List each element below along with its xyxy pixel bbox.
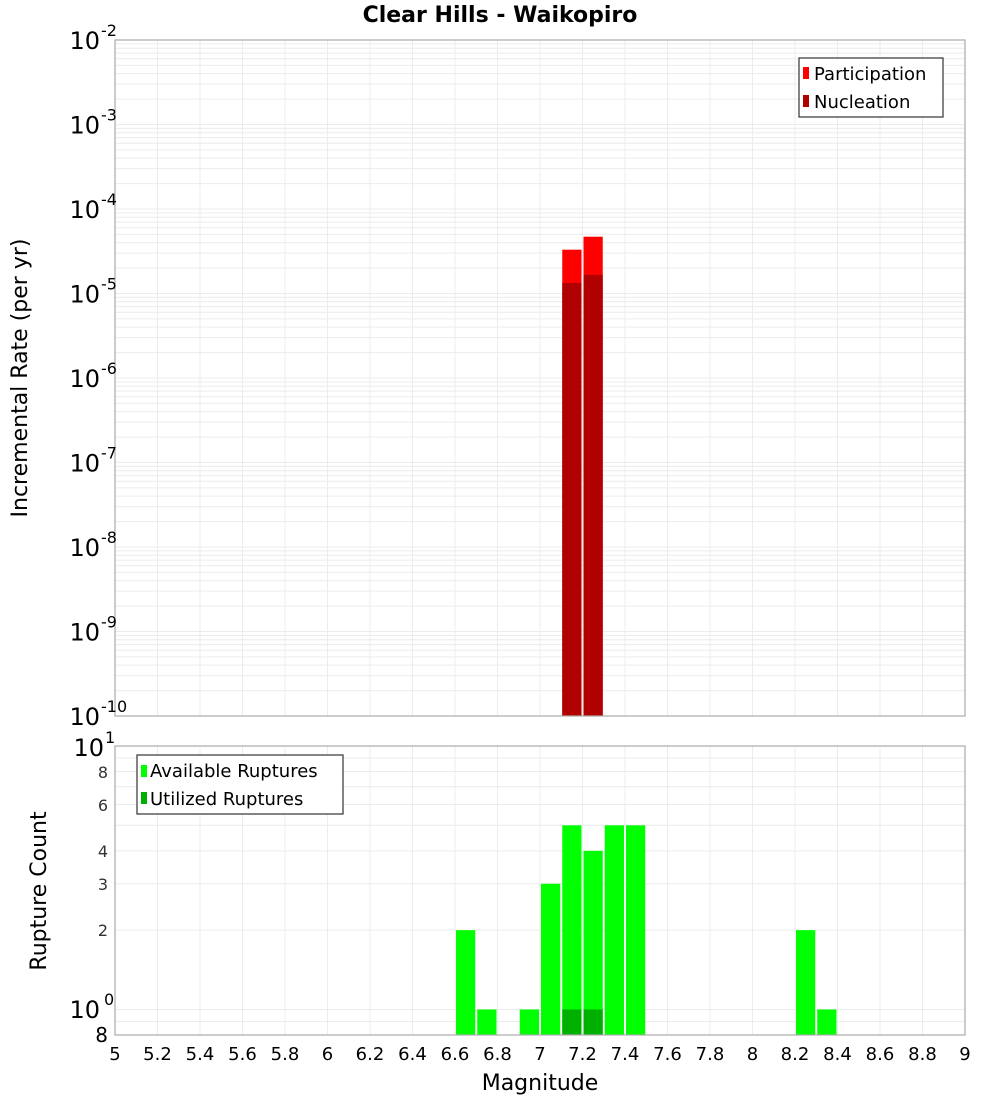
ytick-8-low: 8 <box>95 1023 108 1047</box>
ytick-4: 4 <box>98 842 108 861</box>
ytick-exponent: -7 <box>101 444 117 463</box>
ytick-10-1: 10 <box>73 734 104 762</box>
legend-participation: Participation <box>814 64 926 85</box>
xtick-label: 5.8 <box>271 1044 300 1065</box>
bar-available-ruptures <box>562 825 582 1035</box>
top-grid <box>114 40 966 717</box>
top-y-axis-label: Incremental Rate (per yr) <box>8 239 33 518</box>
xtick-label: 6 <box>322 1044 333 1065</box>
ytick-6: 6 <box>98 796 108 815</box>
xtick-label: 8.8 <box>908 1044 937 1065</box>
ytick-label: 10 <box>69 196 100 224</box>
utilized-swatch <box>141 792 147 804</box>
available-swatch <box>141 765 147 777</box>
xtick-label: 5.6 <box>228 1044 257 1065</box>
xtick-label: 6.2 <box>356 1044 385 1065</box>
ytick-exponent: -10 <box>101 697 127 716</box>
bottom-plot: 10 1 8 6 4 3 2 10 0 8 Rupture Count Avai… <box>27 728 966 1047</box>
ytick-label: 10 <box>69 365 100 393</box>
bottom-legend: Available Ruptures Utilized Ruptures <box>136 754 344 815</box>
ytick-exponent: -6 <box>101 359 117 378</box>
bar-available-ruptures <box>817 1009 837 1035</box>
bar-utilized-ruptures <box>562 1009 582 1035</box>
bottom-y-axis-ticks: 10 1 8 6 4 3 2 10 0 8 <box>69 728 115 1047</box>
xtick-label: 6.6 <box>441 1044 470 1065</box>
legend-nucleation: Nucleation <box>814 92 910 113</box>
ytick-3: 3 <box>98 875 108 894</box>
ytick-label: 10 <box>69 534 100 562</box>
xtick-label: 7 <box>534 1044 545 1065</box>
xtick-label: 7.6 <box>653 1044 682 1065</box>
ytick-exponent: -3 <box>101 106 117 125</box>
ytick-exponent: -9 <box>101 613 117 632</box>
ytick-10-1-exp: 1 <box>105 728 115 747</box>
bottom-y-axis-label: Rupture Count <box>27 811 52 971</box>
xtick-label: 8 <box>747 1044 758 1065</box>
xtick-label: 7.8 <box>696 1044 725 1065</box>
ytick-10-0-exp: 0 <box>104 990 114 1009</box>
top-plot: 10-210-310-410-510-610-710-810-910-10 In… <box>8 21 966 731</box>
chart-title: Clear Hills - Waikopiro <box>363 3 638 28</box>
bottom-bars <box>456 825 837 1035</box>
bar-nucleation <box>562 283 582 716</box>
xtick-label: 8.4 <box>823 1044 852 1065</box>
bar-available-ruptures <box>796 930 816 1035</box>
bar-available-ruptures <box>541 883 561 1035</box>
xtick-label: 9 <box>959 1044 970 1065</box>
ytick-label: 10 <box>69 27 100 55</box>
ytick-label: 10 <box>69 619 100 647</box>
ytick-exponent: -2 <box>101 21 117 40</box>
ytick-8: 8 <box>98 763 108 782</box>
xtick-label: 5.2 <box>143 1044 172 1065</box>
bar-available-ruptures <box>583 850 603 1035</box>
participation-swatch <box>803 67 809 79</box>
bar-available-ruptures <box>456 930 476 1035</box>
nucleation-swatch <box>803 95 809 107</box>
xtick-label: 5.4 <box>186 1044 215 1065</box>
ytick-exponent: -5 <box>101 275 117 294</box>
legend-utilized: Utilized Ruptures <box>150 789 303 810</box>
xtick-label: 7.2 <box>568 1044 597 1065</box>
ytick-2: 2 <box>98 921 108 940</box>
bar-available-ruptures <box>519 1009 539 1035</box>
ytick-label: 10 <box>69 112 100 140</box>
xtick-label: 5 <box>109 1044 120 1065</box>
top-y-axis-ticks: 10-210-310-410-510-610-710-810-910-10 <box>69 21 127 731</box>
xtick-label: 6.8 <box>483 1044 512 1065</box>
top-bars <box>562 236 603 716</box>
xtick-label: 8.2 <box>781 1044 810 1065</box>
ytick-10-0: 10 <box>69 996 100 1024</box>
top-legend: Participation Nucleation <box>798 57 944 118</box>
x-axis-ticks: 5 5.2 5.4 5.6 5.8 6 6.2 6.4 6.6 6.8 7 7.2 7.4 7.6 7.8 8… <box>109 1044 970 1065</box>
ytick-exponent: -4 <box>101 190 117 209</box>
xtick-label: 8.6 <box>866 1044 895 1065</box>
ytick-label: 10 <box>69 450 100 478</box>
bar-available-ruptures <box>604 825 624 1035</box>
ytick-label: 10 <box>69 703 100 731</box>
ytick-exponent: -8 <box>101 528 117 547</box>
legend-available: Available Ruptures <box>150 761 318 782</box>
ytick-label: 10 <box>69 281 100 309</box>
bar-available-ruptures <box>626 825 646 1035</box>
x-axis-label: Magnitude <box>482 1071 599 1096</box>
xtick-label: 6.4 <box>398 1044 427 1065</box>
bar-utilized-ruptures <box>583 1009 603 1035</box>
bar-nucleation <box>583 274 603 716</box>
bar-available-ruptures <box>477 1009 497 1035</box>
xtick-label: 7.4 <box>611 1044 640 1065</box>
